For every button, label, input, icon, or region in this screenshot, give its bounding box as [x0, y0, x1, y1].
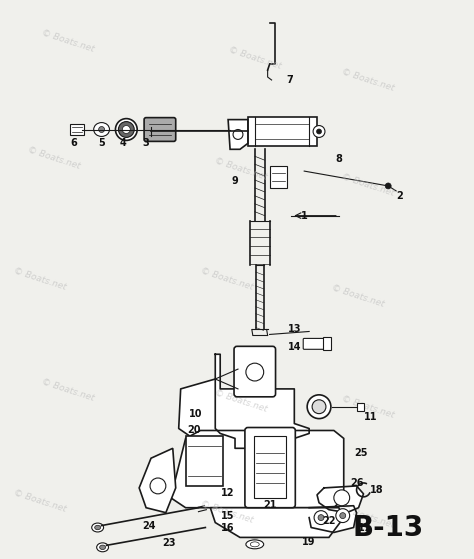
Text: 9: 9 — [232, 176, 238, 186]
Text: 25: 25 — [354, 448, 367, 458]
Text: 13: 13 — [288, 324, 301, 334]
Text: 17: 17 — [358, 523, 371, 533]
Ellipse shape — [248, 493, 262, 505]
Polygon shape — [171, 430, 344, 508]
Text: 12: 12 — [221, 488, 235, 498]
Circle shape — [340, 513, 346, 519]
Circle shape — [317, 129, 321, 134]
FancyBboxPatch shape — [356, 403, 365, 411]
Text: © Boats.net: © Boats.net — [340, 505, 395, 530]
Polygon shape — [317, 486, 364, 513]
FancyBboxPatch shape — [323, 338, 331, 350]
Circle shape — [336, 509, 350, 523]
Text: © Boats.net: © Boats.net — [26, 145, 81, 170]
FancyBboxPatch shape — [238, 486, 272, 511]
Bar — [270, 166, 287, 188]
Text: 2: 2 — [397, 191, 403, 201]
Ellipse shape — [242, 511, 268, 524]
Text: © Boats.net: © Boats.net — [12, 488, 67, 514]
Ellipse shape — [92, 523, 104, 532]
Text: 3: 3 — [143, 139, 149, 148]
Text: 21: 21 — [263, 500, 276, 510]
Text: 5: 5 — [98, 139, 105, 148]
Text: 20: 20 — [187, 425, 201, 435]
Text: 23: 23 — [162, 538, 175, 548]
Text: 15: 15 — [221, 510, 235, 520]
Ellipse shape — [246, 363, 264, 381]
Text: 18: 18 — [370, 485, 383, 495]
Text: 11: 11 — [364, 411, 377, 421]
Ellipse shape — [99, 126, 105, 132]
Text: 26: 26 — [350, 478, 364, 488]
Ellipse shape — [240, 524, 270, 537]
Ellipse shape — [118, 122, 134, 138]
Circle shape — [385, 183, 391, 189]
Polygon shape — [179, 379, 215, 443]
Circle shape — [327, 456, 331, 461]
Text: B-13: B-13 — [353, 514, 424, 542]
Ellipse shape — [94, 122, 109, 136]
Circle shape — [248, 466, 262, 480]
Text: 4: 4 — [120, 139, 127, 148]
Text: © Boats.net: © Boats.net — [340, 68, 395, 93]
Circle shape — [318, 515, 324, 520]
Ellipse shape — [307, 395, 331, 419]
Ellipse shape — [250, 542, 259, 547]
Ellipse shape — [116, 119, 137, 140]
Text: 14: 14 — [288, 342, 301, 352]
Circle shape — [150, 478, 166, 494]
Text: © Boats.net: © Boats.net — [214, 156, 269, 182]
Circle shape — [313, 126, 325, 138]
Text: © Boats.net: © Boats.net — [40, 29, 95, 54]
Ellipse shape — [97, 543, 109, 552]
FancyBboxPatch shape — [245, 428, 295, 508]
Ellipse shape — [122, 126, 130, 134]
FancyBboxPatch shape — [70, 124, 84, 135]
Text: 1: 1 — [301, 211, 308, 221]
Text: 19: 19 — [302, 537, 316, 547]
Text: © Boats.net: © Boats.net — [228, 45, 283, 71]
Ellipse shape — [100, 545, 106, 549]
Ellipse shape — [244, 525, 265, 536]
Circle shape — [319, 481, 323, 485]
Ellipse shape — [95, 525, 100, 530]
FancyBboxPatch shape — [254, 437, 286, 498]
Text: © Boats.net: © Boats.net — [340, 173, 395, 198]
FancyBboxPatch shape — [248, 117, 317, 146]
Text: © Boats.net: © Boats.net — [214, 389, 269, 414]
Ellipse shape — [249, 515, 261, 520]
Text: 6: 6 — [71, 139, 77, 148]
Ellipse shape — [246, 540, 264, 549]
FancyBboxPatch shape — [144, 117, 176, 141]
Text: © Boats.net: © Boats.net — [340, 394, 395, 420]
Polygon shape — [139, 448, 176, 513]
Text: © Boats.net: © Boats.net — [12, 267, 67, 292]
Text: © Boats.net: © Boats.net — [331, 283, 386, 309]
Circle shape — [233, 130, 243, 139]
Circle shape — [314, 511, 328, 524]
Circle shape — [334, 490, 350, 506]
Ellipse shape — [312, 400, 326, 414]
Polygon shape — [309, 506, 356, 533]
Polygon shape — [228, 120, 248, 149]
Text: © Boats.net: © Boats.net — [200, 499, 255, 525]
Text: 24: 24 — [142, 520, 156, 530]
FancyBboxPatch shape — [234, 347, 275, 397]
Polygon shape — [210, 508, 344, 537]
Ellipse shape — [248, 527, 262, 534]
Text: 7: 7 — [286, 75, 293, 85]
Circle shape — [316, 478, 326, 488]
Polygon shape — [215, 354, 309, 448]
Text: 16: 16 — [221, 523, 235, 533]
Text: © Boats.net: © Boats.net — [40, 377, 95, 403]
FancyBboxPatch shape — [303, 338, 327, 349]
Circle shape — [323, 452, 335, 464]
FancyBboxPatch shape — [186, 437, 223, 486]
Text: 22: 22 — [322, 515, 336, 525]
Text: 8: 8 — [336, 154, 342, 164]
Text: 10: 10 — [189, 409, 202, 419]
Text: © Boats.net: © Boats.net — [200, 267, 255, 292]
